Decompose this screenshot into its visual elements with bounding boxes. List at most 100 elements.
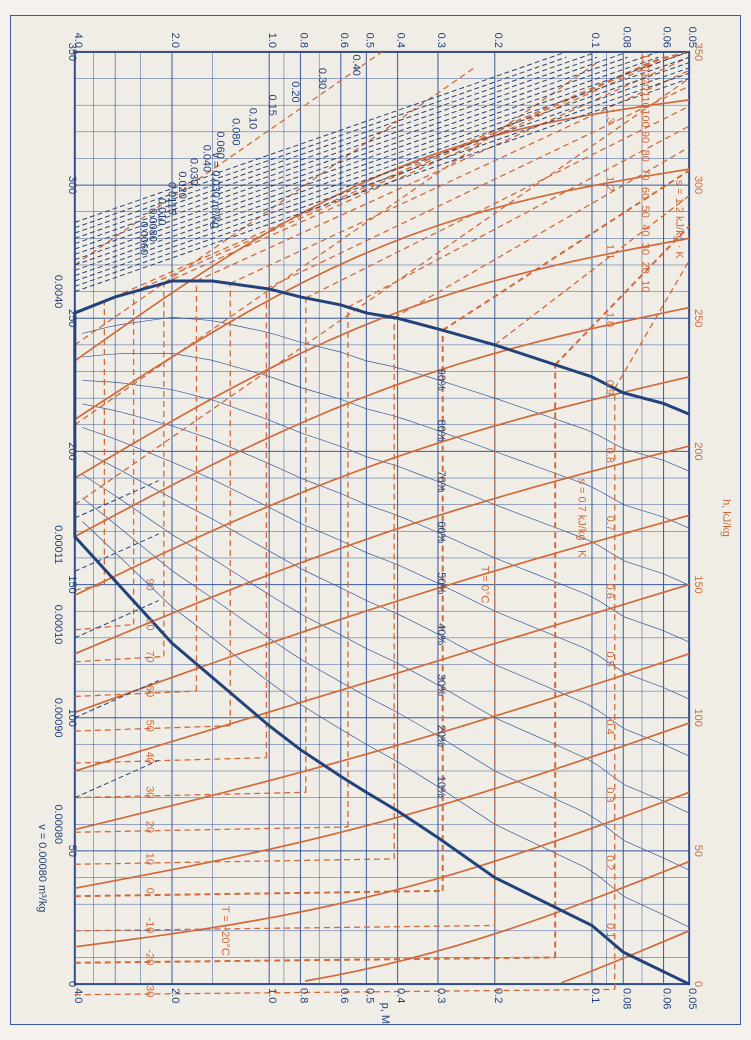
svg-text:0.7: 0.7 <box>604 516 616 531</box>
svg-text:-10: -10 <box>143 918 155 934</box>
svg-text:0.2: 0.2 <box>604 855 616 870</box>
svg-text:0.080: 0.080 <box>229 118 241 145</box>
svg-text:1.1: 1.1 <box>604 244 616 259</box>
svg-text:110: 110 <box>639 91 651 109</box>
svg-text:0.00090: 0.00090 <box>52 698 64 738</box>
svg-text:90: 90 <box>639 131 651 143</box>
svg-text:250: 250 <box>66 309 78 327</box>
svg-text:200: 200 <box>692 442 704 460</box>
svg-text:0.06: 0.06 <box>661 27 673 48</box>
svg-text:1.0: 1.0 <box>266 988 278 1003</box>
svg-text:0.3: 0.3 <box>435 988 447 1003</box>
svg-text:30: 30 <box>143 786 155 798</box>
svg-text:70: 70 <box>639 168 651 180</box>
svg-text:0.40: 0.40 <box>350 55 362 76</box>
svg-text:0.4: 0.4 <box>395 33 407 48</box>
svg-text:130: 130 <box>639 53 651 71</box>
svg-text:0.06: 0.06 <box>661 988 673 1009</box>
axis-h-label: h, kJ/kg <box>720 499 732 537</box>
svg-text:2.0: 2.0 <box>169 988 181 1003</box>
svg-text:350: 350 <box>692 43 704 61</box>
svg-text:0.5: 0.5 <box>604 652 616 667</box>
svg-text:0.15: 0.15 <box>266 95 278 116</box>
svg-text:0.08: 0.08 <box>620 27 632 48</box>
svg-text:0.08: 0.08 <box>620 988 632 1009</box>
ph-chart-svg: 0.050.050.060.060.080.080.10.10.20.20.30… <box>11 16 740 1024</box>
svg-text:0.2: 0.2 <box>492 988 504 1003</box>
svg-text:300: 300 <box>66 176 78 194</box>
svg-text:50: 50 <box>143 720 155 732</box>
svg-text:40: 40 <box>143 752 155 764</box>
svg-text:0.6: 0.6 <box>338 33 350 48</box>
svg-text:0.5: 0.5 <box>363 33 375 48</box>
svg-text:0.2: 0.2 <box>492 33 504 48</box>
svg-text:50: 50 <box>66 845 78 857</box>
svg-text:90%: 90% <box>435 369 447 391</box>
svg-text:0.8: 0.8 <box>297 988 309 1003</box>
svg-text:90: 90 <box>143 578 155 590</box>
svg-text:100: 100 <box>692 709 704 727</box>
ph-diagram-page: 0.050.050.060.060.080.080.10.10.20.20.30… <box>0 0 751 1040</box>
specvol-label: v = 0.00080 m³/kg <box>36 824 48 912</box>
svg-text:50%: 50% <box>435 572 447 594</box>
svg-text:40: 40 <box>639 224 651 236</box>
svg-text:0.4: 0.4 <box>604 719 616 734</box>
svg-text:0.020: 0.020 <box>176 171 188 198</box>
svg-text:10: 10 <box>639 280 651 292</box>
svg-text:350: 350 <box>66 43 78 61</box>
svg-text:0: 0 <box>692 981 704 987</box>
svg-text:0.00010: 0.00010 <box>52 605 64 645</box>
svg-text:50: 50 <box>639 206 651 218</box>
svg-text:10: 10 <box>143 853 155 865</box>
svg-text:0: 0 <box>66 981 78 987</box>
svg-text:0.3: 0.3 <box>604 787 616 802</box>
svg-text:0.5: 0.5 <box>363 988 375 1003</box>
svg-text:120: 120 <box>639 72 651 90</box>
svg-text:-30: -30 <box>143 981 155 997</box>
svg-text:200: 200 <box>66 442 78 460</box>
svg-text:0.8: 0.8 <box>297 33 309 48</box>
svg-text:0.3: 0.3 <box>435 33 447 48</box>
svg-text:0.00080: 0.00080 <box>52 804 64 844</box>
svg-text:60: 60 <box>143 685 155 697</box>
svg-text:70%: 70% <box>435 471 447 493</box>
svg-text:0.6: 0.6 <box>338 988 350 1003</box>
svg-text:30%: 30% <box>435 674 447 696</box>
svg-text:0.00011: 0.00011 <box>52 525 64 564</box>
svg-text:1.3: 1.3 <box>604 108 616 123</box>
svg-text:0.20: 0.20 <box>289 81 301 102</box>
svg-text:0.1: 0.1 <box>589 33 601 48</box>
axis-p-label: p, MPa <box>379 1003 391 1024</box>
svg-text:0.1: 0.1 <box>589 988 601 1003</box>
svg-text:20%: 20% <box>435 725 447 747</box>
svg-text:60%: 60% <box>435 521 447 543</box>
svg-text:50: 50 <box>692 845 704 857</box>
svg-text:0: 0 <box>143 888 155 894</box>
svg-text:150: 150 <box>692 575 704 593</box>
svg-text:0.30: 0.30 <box>316 68 328 89</box>
isotherm-liquid-label: T = −20°C <box>219 906 231 956</box>
svg-text:2.0: 2.0 <box>169 33 181 48</box>
svg-text:20: 20 <box>143 821 155 833</box>
svg-text:70: 70 <box>143 650 155 662</box>
svg-text:80: 80 <box>639 150 651 162</box>
svg-text:4.0: 4.0 <box>72 988 84 1003</box>
svg-text:0.8: 0.8 <box>604 448 616 463</box>
entropy-label: s = 0.7 kJ/kg · K <box>576 479 588 559</box>
svg-text:80%: 80% <box>435 420 447 442</box>
isotherm-vapor-label: T = 0°C <box>478 566 490 604</box>
svg-text:1.2: 1.2 <box>604 176 616 191</box>
svg-text:250: 250 <box>692 309 704 327</box>
svg-text:0.4: 0.4 <box>395 988 407 1003</box>
svg-text:0.0115: 0.0115 <box>166 182 178 215</box>
specvol-label-2: v = 0.030 m³/kg <box>209 152 221 228</box>
svg-text:-20: -20 <box>143 950 155 966</box>
svg-text:100: 100 <box>66 709 78 727</box>
svg-text:20: 20 <box>639 262 651 274</box>
svg-text:40%: 40% <box>435 623 447 645</box>
svg-text:10%: 10% <box>435 776 447 798</box>
svg-text:60: 60 <box>639 187 651 199</box>
entropy-label-2: s = 1.2 kJ/kg · K <box>673 180 685 260</box>
svg-text:0.05: 0.05 <box>686 988 698 1009</box>
svg-text:80: 80 <box>143 618 155 630</box>
